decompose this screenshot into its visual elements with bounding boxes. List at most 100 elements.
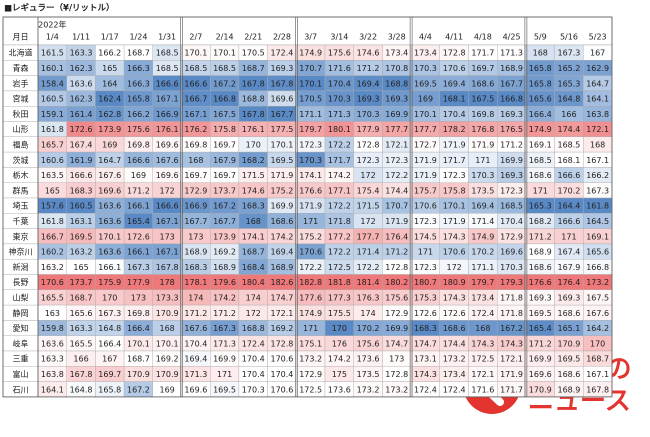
cell-value: 168 bbox=[475, 324, 490, 333]
cell-value: 173 bbox=[188, 232, 203, 241]
cell-value: 172 bbox=[360, 217, 375, 226]
cell-value: 172.2 bbox=[328, 140, 351, 149]
cell-value: 170.9 bbox=[156, 309, 179, 318]
cell-value: 168.3 bbox=[414, 324, 437, 333]
row-label: 山形 bbox=[13, 124, 29, 134]
cell-value: 174.9 bbox=[299, 309, 322, 318]
cell-value: 167.2 bbox=[213, 202, 236, 211]
cell-value: 172.3 bbox=[414, 217, 437, 226]
cell-value: 167.4 bbox=[70, 140, 93, 149]
cell-value: 165.4 bbox=[529, 324, 552, 333]
cell-value: 171.2 bbox=[357, 64, 380, 73]
cell-value: 167.1 bbox=[156, 95, 179, 104]
column-header: 4/18 bbox=[474, 33, 492, 42]
cell-value: 172.3 bbox=[414, 263, 437, 272]
cell-value: 169 bbox=[418, 95, 433, 104]
cell-value: 177.7 bbox=[385, 125, 408, 134]
cell-value: 168.6 bbox=[529, 171, 552, 180]
cell-value: 173.2 bbox=[443, 355, 466, 364]
cell-value: 170.1 bbox=[270, 140, 293, 149]
cell-value: 172.8 bbox=[270, 339, 293, 348]
cell-value: 176.4 bbox=[557, 278, 580, 287]
cell-value: 170.9 bbox=[529, 385, 552, 394]
cell-value: 169.7 bbox=[184, 171, 207, 180]
cell-value: 165.6 bbox=[529, 95, 552, 104]
cell-value: 172.1 bbox=[385, 140, 408, 149]
cell-value: 171.3 bbox=[184, 370, 207, 379]
cell-value: 168.8 bbox=[242, 95, 265, 104]
cell-value: 168.7 bbox=[127, 355, 150, 364]
cell-value: 169.4 bbox=[270, 248, 293, 257]
cell-value: 170.4 bbox=[242, 355, 265, 364]
cell-value: 171.8 bbox=[500, 309, 523, 318]
cell-value: 167.5 bbox=[586, 293, 609, 302]
row-label: 富山 bbox=[13, 369, 29, 379]
cell-value: 171.8 bbox=[500, 293, 523, 302]
cell-value: 165.1 bbox=[557, 324, 580, 333]
cell-value: 167.8 bbox=[156, 263, 179, 272]
cell-value: 174.3 bbox=[500, 339, 523, 348]
cell-value: 171.6 bbox=[328, 64, 351, 73]
cell-value: 166.8 bbox=[500, 95, 523, 104]
cell-value: 170.6 bbox=[443, 248, 466, 257]
cell-value: 167.7 bbox=[213, 217, 236, 226]
cell-value: 160.1 bbox=[41, 64, 64, 73]
cell-value: 170.3 bbox=[414, 64, 437, 73]
cell-value: 167.3 bbox=[127, 263, 150, 272]
cell-value: 170.1 bbox=[156, 339, 179, 348]
cell-value: 170.4 bbox=[328, 79, 351, 88]
cell-value: 163.6 bbox=[98, 217, 121, 226]
cell-value: 166.1 bbox=[127, 248, 150, 257]
cell-value: 168.9 bbox=[213, 263, 236, 272]
cell-value: 175.9 bbox=[98, 278, 121, 287]
cell-value: 169.9 bbox=[500, 156, 523, 165]
row-label: 三重 bbox=[13, 354, 29, 364]
cell-value: 166.4 bbox=[98, 339, 121, 348]
cell-value: 172.2 bbox=[357, 263, 380, 272]
column-header: 3/14 bbox=[330, 33, 348, 42]
cell-value: 174.2 bbox=[328, 355, 351, 364]
cell-value: 173.4 bbox=[471, 293, 494, 302]
cell-value: 166.7 bbox=[184, 95, 207, 104]
column-header: 5/16 bbox=[560, 33, 578, 42]
cell-value: 166.6 bbox=[557, 217, 580, 226]
corner-label: 月日 bbox=[13, 33, 29, 42]
cell-value: 170.3 bbox=[471, 171, 494, 180]
cell-value: 172.3 bbox=[443, 171, 466, 180]
cell-value: 171 bbox=[303, 217, 318, 226]
cell-value: 169.5 bbox=[529, 309, 552, 318]
cell-value: 161.8 bbox=[586, 202, 609, 211]
cell-value: 173.2 bbox=[586, 278, 609, 287]
cell-value: 170.9 bbox=[156, 370, 179, 379]
cell-value: 170.1 bbox=[299, 79, 322, 88]
cell-value: 169.5 bbox=[557, 355, 580, 364]
cell-value: 170.3 bbox=[500, 263, 523, 272]
cell-value: 163.1 bbox=[70, 217, 93, 226]
cell-value: 163.5 bbox=[41, 171, 64, 180]
cell-value: 168.2 bbox=[529, 217, 552, 226]
cell-value: 171.4 bbox=[357, 248, 380, 257]
cell-value: 171.2 bbox=[385, 248, 408, 257]
cell-value: 167.7 bbox=[500, 79, 523, 88]
cell-value: 168.5 bbox=[213, 64, 236, 73]
cell-value: 169.1 bbox=[586, 232, 609, 241]
cell-value: 163.8 bbox=[41, 370, 64, 379]
cell-value: 172.9 bbox=[299, 370, 322, 379]
cell-value: 171.7 bbox=[328, 156, 351, 165]
cell-value: 163.6 bbox=[70, 79, 93, 88]
cell-value: 163.6 bbox=[41, 339, 64, 348]
cell-value: 167.6 bbox=[184, 324, 207, 333]
cell-value: 162.9 bbox=[586, 64, 609, 73]
cell-value: 169.3 bbox=[270, 64, 293, 73]
cell-value: 167.1 bbox=[156, 217, 179, 226]
cell-value: 167.3 bbox=[213, 324, 236, 333]
cell-value: 166 bbox=[73, 355, 88, 364]
cell-value: 180.2 bbox=[385, 278, 408, 287]
cell-value: 164.2 bbox=[586, 324, 609, 333]
column-header: 3/7 bbox=[304, 33, 317, 42]
cell-value: 169.1 bbox=[529, 140, 552, 149]
cell-value: 176.6 bbox=[299, 186, 322, 195]
cell-value: 171.7 bbox=[443, 156, 466, 165]
cell-value: 176.6 bbox=[529, 278, 552, 287]
cell-value: 170.5 bbox=[242, 49, 265, 58]
